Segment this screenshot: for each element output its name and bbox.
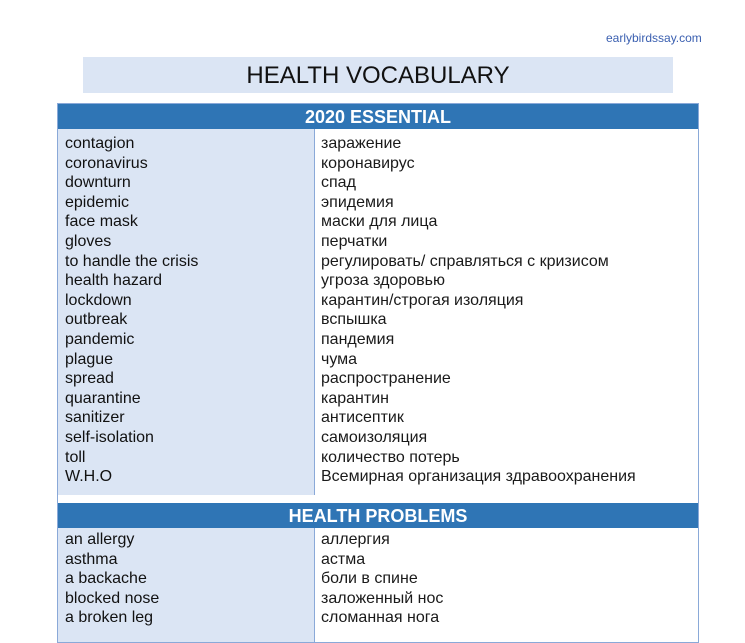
english-term: asthma	[65, 550, 118, 568]
vocab-row: W.H.O Всемирная организация здравоохранен…	[58, 467, 698, 487]
section-rows-health-problems: an allergy аллергия asthma астма a backache б…	[58, 530, 698, 628]
russian-translation: маски для лица	[321, 213, 438, 231]
vocab-row: sanitizer антисептик	[58, 408, 698, 428]
vocab-row: an allergy аллергия	[58, 530, 698, 550]
section-heading-2020-essential: 2020 ESSENTIAL	[58, 104, 698, 129]
site-link[interactable]: earlybirdssay.com	[606, 31, 702, 45]
vocab-row: coronavirus коронавирус	[58, 154, 698, 174]
russian-translation: аллергия	[321, 531, 390, 548]
english-term: an allergy	[65, 531, 135, 548]
english-term: epidemic	[65, 193, 130, 211]
vocab-row: face mask маски для лица	[58, 212, 698, 232]
english-term: a broken leg	[65, 609, 154, 627]
page-title: HEALTH VOCABULARY	[83, 57, 673, 93]
english-term: lockdown	[65, 291, 132, 309]
english-term: self-isolation	[65, 428, 154, 446]
english-term: W.H.O	[65, 468, 113, 486]
english-term: coronavirus	[65, 154, 148, 172]
russian-translation: распространение	[321, 370, 451, 388]
vocab-row: health hazard угроза здоровью	[58, 271, 698, 291]
english-term: outbreak	[65, 311, 128, 329]
english-term: plague	[65, 350, 114, 368]
vocab-row: self-isolation самоизоляция	[58, 428, 698, 448]
english-term: quarantine	[65, 389, 141, 407]
english-term: spread	[65, 370, 114, 388]
russian-translation: регулировать/ справляться с кризисом	[321, 252, 609, 270]
vocab-row: asthma астма	[58, 550, 698, 570]
section-gap	[58, 495, 698, 503]
russian-translation: пандемия	[321, 330, 395, 348]
russian-translation: вспышка	[321, 311, 387, 329]
vocab-row: spread распространение	[58, 369, 698, 389]
vocab-row: quarantine карантин	[58, 389, 698, 409]
english-term: pandemic	[65, 330, 135, 348]
russian-translation: заражение	[321, 135, 402, 152]
russian-translation: чума	[321, 350, 358, 368]
vocab-row: gloves перчатки	[58, 232, 698, 252]
vocab-row: lockdown карантин/строгая изоляция	[58, 291, 698, 311]
english-term: toll	[65, 448, 86, 466]
english-term: contagion	[65, 135, 135, 152]
russian-translation: коронавирус	[321, 154, 415, 172]
vocab-row: to handle the crisis регулировать/ справл…	[58, 252, 698, 272]
english-column-background	[58, 104, 315, 642]
english-term: downturn	[65, 174, 131, 192]
section-heading-health-problems: HEALTH PROBLEMS	[58, 503, 698, 528]
vocab-row: toll количество потерь	[58, 448, 698, 468]
vocab-row: downturn спад	[58, 173, 698, 193]
russian-translation: спад	[321, 174, 356, 192]
english-term: to handle the crisis	[65, 252, 199, 270]
russian-translation: антисептик	[321, 409, 404, 427]
english-term: face mask	[65, 213, 138, 231]
section-rows-2020-essential: contagion заражение coronavirus коронавирус…	[58, 134, 698, 487]
russian-translation: Всемирная организация здравоохранения	[321, 468, 636, 486]
russian-translation: сломанная нога	[321, 609, 440, 627]
russian-translation: перчатки	[321, 232, 388, 250]
vocab-row: contagion заражение	[58, 134, 698, 154]
english-term: blocked nose	[65, 589, 160, 607]
vocab-row: a broken leg сломанная нога	[58, 608, 698, 628]
russian-translation: угроза здоровью	[321, 272, 445, 290]
russian-translation: самоизоляция	[321, 428, 428, 446]
russian-translation: боли в спине	[321, 570, 418, 588]
english-term: gloves	[65, 232, 112, 250]
vocab-row: epidemic эпидемия	[58, 193, 698, 213]
vocab-row: plague чума	[58, 350, 698, 370]
vocab-row: blocked nose заложенный нос	[58, 589, 698, 609]
english-term: a backache	[65, 570, 147, 588]
russian-translation: карантин/строгая изоляция	[321, 291, 524, 309]
english-term: sanitizer	[65, 409, 125, 427]
russian-translation: заложенный нос	[321, 589, 444, 607]
english-term: health hazard	[65, 272, 162, 290]
russian-translation: карантин	[321, 389, 389, 407]
vocab-row: a backache боли в спине	[58, 569, 698, 589]
russian-translation: эпидемия	[321, 193, 394, 211]
vocab-row: pandemic пандемия	[58, 330, 698, 350]
russian-translation: количество потерь	[321, 448, 460, 466]
russian-translation: астма	[321, 550, 366, 568]
vocab-row: outbreak вспышка	[58, 310, 698, 330]
vocabulary-table: 2020 ESSENTIAL contagion заражение coronav…	[57, 103, 699, 643]
